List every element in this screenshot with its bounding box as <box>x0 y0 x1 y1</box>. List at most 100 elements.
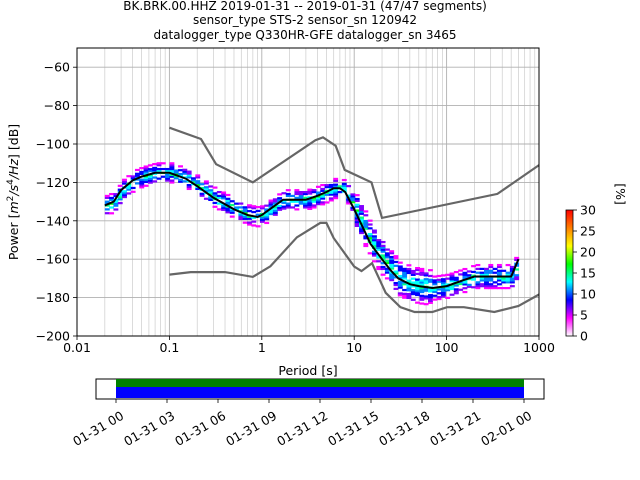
heatmap-cell <box>428 290 433 293</box>
heatmap-cell <box>496 279 502 282</box>
heatmap-cell <box>272 213 278 216</box>
heatmap-cell <box>363 244 369 248</box>
heatmap-cell <box>225 209 231 212</box>
x-tick-label: 0.01 <box>63 340 91 355</box>
heatmap-cell <box>471 278 477 281</box>
heatmap-cell <box>234 206 240 209</box>
heatmap-cell <box>281 192 287 195</box>
heatmap-cell <box>320 193 326 196</box>
heatmap-cell <box>458 288 464 291</box>
heatmap-cell <box>419 298 425 301</box>
heatmap-cell <box>143 171 149 174</box>
heatmap-cell <box>384 254 390 257</box>
heatmap-cell <box>359 220 364 223</box>
heatmap-cell <box>367 223 373 226</box>
heatmap-cell <box>290 200 296 203</box>
heatmap-cell <box>419 290 425 294</box>
heatmap-cell <box>449 274 455 277</box>
figure-title-line-1: BK.BRK.00.HHZ 2019-01-31 -- 2019-01-31 (… <box>123 0 487 13</box>
heatmap-cell <box>229 200 235 203</box>
heatmap-cell <box>109 202 115 205</box>
heatmap-cell <box>436 292 442 295</box>
heatmap-cell <box>272 198 278 201</box>
heatmap-cell <box>458 269 464 272</box>
heatmap-cell <box>139 184 145 187</box>
heatmap-cell <box>359 208 364 212</box>
heatmap-cell <box>307 190 313 193</box>
heatmap-cell <box>290 194 296 198</box>
heatmap-cell <box>471 286 477 289</box>
heatmap-cell <box>428 294 433 297</box>
heatmap-cell <box>147 179 153 182</box>
heatmap-cell <box>199 183 205 186</box>
heatmap-cell <box>303 200 308 203</box>
heatmap-cell <box>397 282 403 285</box>
heatmap-cell <box>462 271 468 274</box>
heatmap-cell <box>393 270 399 273</box>
heatmap-cell <box>346 185 352 188</box>
heatmap-cell <box>419 269 425 273</box>
heatmap-cell <box>259 216 265 220</box>
heatmap-cell <box>509 269 515 272</box>
heatmap-cell <box>225 193 231 197</box>
heatmap-cell <box>359 230 364 233</box>
heatmap-cell <box>479 271 485 274</box>
heatmap-cell <box>436 280 442 283</box>
timeline-tick-label: 01-31 18 <box>376 408 432 449</box>
heatmap-cell <box>462 290 468 294</box>
heatmap-cell <box>380 273 386 276</box>
heatmap-cell <box>186 170 192 173</box>
heatmap-cell <box>264 221 270 225</box>
heatmap-cell <box>320 197 326 200</box>
heatmap-cell <box>371 231 377 234</box>
heatmap-cell <box>406 289 412 292</box>
heatmap-cell <box>484 281 489 284</box>
heatmap-cell <box>341 188 347 191</box>
heatmap-cell <box>445 277 451 280</box>
heatmap-cell <box>156 177 162 180</box>
heatmap-cell <box>333 179 339 182</box>
heatmap-cell <box>143 178 149 182</box>
heatmap-cell <box>428 297 433 301</box>
heatmap-cell <box>484 285 489 288</box>
heatmap-cell <box>509 279 515 282</box>
heatmap-cell <box>126 188 132 191</box>
heatmap-cell <box>195 187 201 191</box>
heatmap-cell <box>436 288 442 291</box>
heatmap-cell <box>203 189 209 193</box>
heatmap-cell <box>156 167 162 171</box>
heatmap-cell <box>277 197 283 200</box>
heatmap-cell <box>311 198 317 201</box>
heatmap-cell <box>190 179 196 182</box>
heatmap-cell <box>397 261 403 264</box>
heatmap-cell <box>190 177 196 180</box>
colorbar: 0 5 10 15 20 25 30 [%] <box>565 183 628 344</box>
heatmap-cell <box>359 228 364 231</box>
heatmap-cell <box>371 241 377 244</box>
heatmap-cell <box>471 265 477 268</box>
heatmap-cell <box>406 285 412 288</box>
heatmap-cell <box>333 177 339 181</box>
heatmap-cell <box>419 287 425 290</box>
heatmap-cell <box>397 269 403 272</box>
heatmap-cell <box>350 199 356 202</box>
heatmap-cell <box>324 186 330 189</box>
heatmap-cell <box>376 260 382 263</box>
heatmap-cell <box>419 289 425 292</box>
heatmap-cell <box>251 210 257 214</box>
heatmap-cell <box>453 270 459 274</box>
heatmap-cell <box>492 285 498 288</box>
heatmap-cell <box>505 271 511 274</box>
heatmap-cell <box>268 209 274 212</box>
heatmap-cell <box>341 182 347 185</box>
heatmap-cell <box>393 272 399 275</box>
heatmap-cell <box>402 267 408 271</box>
heatmap-cell <box>178 180 183 183</box>
heatmap-cell <box>281 205 287 208</box>
heatmap-cell <box>225 211 231 214</box>
heatmap-cell <box>238 217 244 221</box>
heatmap-cell <box>496 263 502 267</box>
heatmap-cell <box>397 280 403 283</box>
heatmap-cell <box>432 294 438 297</box>
